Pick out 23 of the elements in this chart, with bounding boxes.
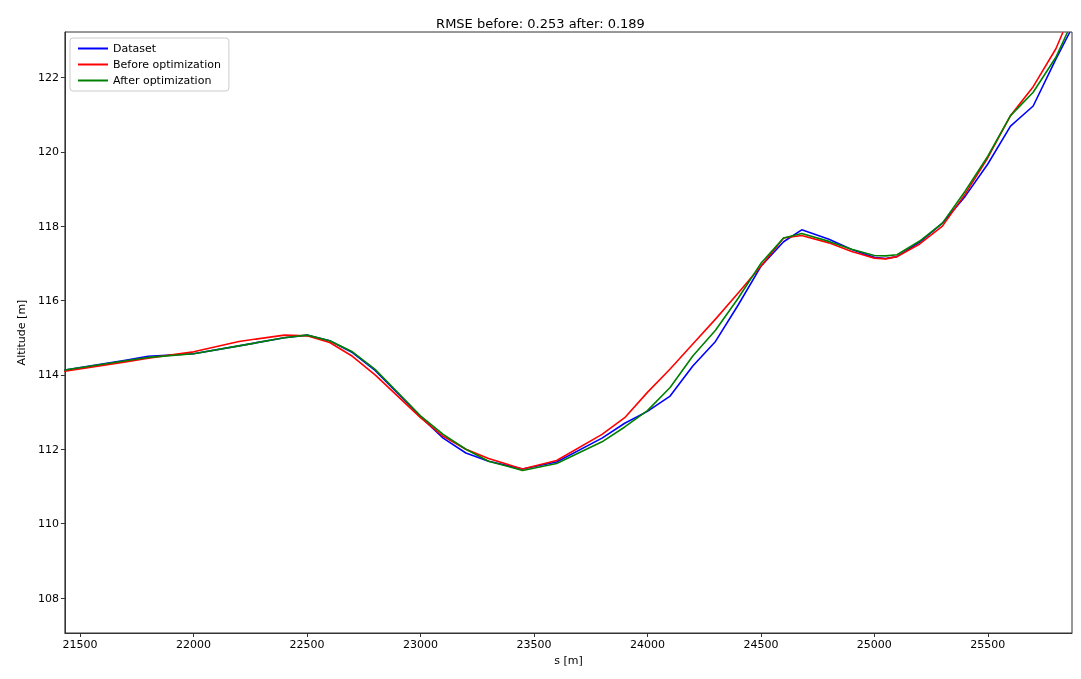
x-tick-label: 23000 (402, 638, 438, 651)
x-tick-label: 22000 (176, 638, 212, 651)
y-tick-label: 110 (37, 517, 59, 531)
legend-label: After optimization (113, 74, 212, 87)
x-tick-label: 24500 (743, 638, 779, 651)
y-tick-label: 108 (37, 591, 59, 605)
x-tick-label: 23500 (516, 638, 552, 651)
x-tick-label: 25000 (856, 638, 892, 651)
y-tick-label: 112 (37, 442, 59, 456)
y-tick-label: 118 (37, 219, 59, 233)
x-tick-label: 22500 (289, 638, 325, 651)
chart-title: RMSE before: 0.253 after: 0.189 (436, 16, 645, 31)
x-tick-label: 24000 (629, 638, 665, 651)
x-axis-title: s [m] (554, 654, 583, 667)
y-tick-label: 116 (37, 294, 59, 308)
y-tick-label: 120 (37, 145, 59, 159)
x-tick-label: 25500 (970, 638, 1006, 651)
x-tick-label: 21500 (62, 638, 98, 651)
y-tick-label: 122 (37, 70, 59, 84)
y-tick-label: 114 (37, 368, 59, 382)
y-axis-title: Altitude [m] (15, 299, 28, 366)
legend-label: Before optimization (113, 58, 221, 71)
legend-label: Dataset (113, 42, 157, 55)
